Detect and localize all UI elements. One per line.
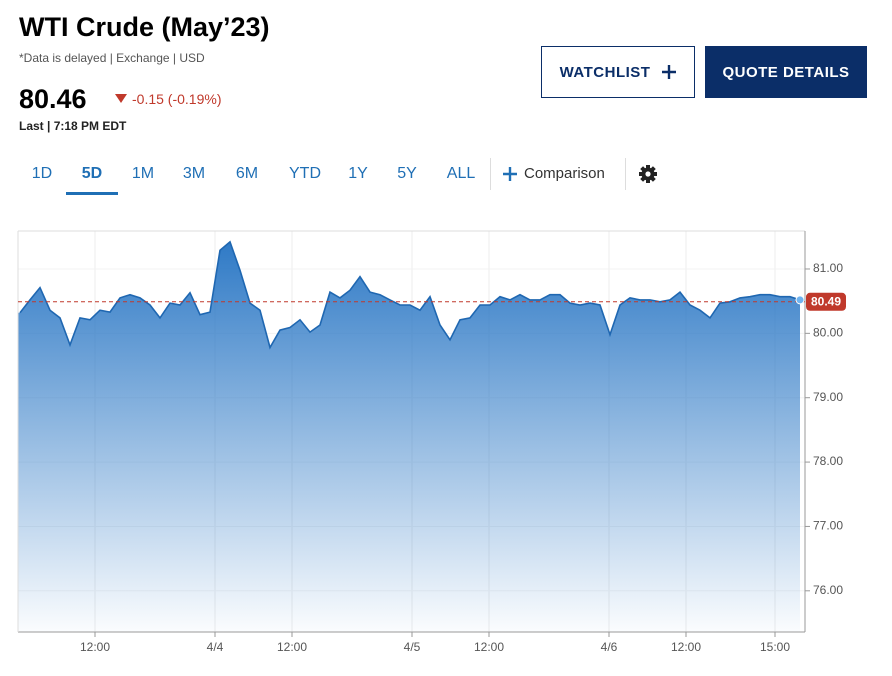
y-tick-label: 76.00 [813, 583, 843, 597]
x-tick-label: 12:00 [277, 640, 307, 654]
button-label: QUOTE DETAILS [722, 63, 850, 81]
subtitle: *Data is delayed | Exchange | USD [19, 51, 205, 65]
x-tick-label: 12:00 [474, 640, 504, 654]
x-tick-label: 12:00 [80, 640, 110, 654]
area-fill [18, 241, 800, 632]
price-change: -0.15 (-0.19%) [132, 91, 222, 107]
quote-details-button[interactable]: QUOTE DETAILS [705, 46, 867, 98]
range-tab[interactable]: 1D [31, 165, 53, 182]
divider [490, 158, 491, 190]
y-tick-label: 78.00 [813, 454, 843, 468]
comparison[interactable]: Comparison [524, 165, 605, 182]
price: 80.46 [19, 84, 87, 114]
settings-icon[interactable] [638, 164, 658, 184]
last-time: Last | 7:18 PM EDT [19, 119, 127, 133]
y-tick-label: 80.00 [813, 326, 843, 340]
button-label: WATCHLIST [559, 63, 651, 81]
range-tab[interactable]: 5Y [397, 165, 417, 182]
price-line [19, 240, 801, 350]
range-tab[interactable]: ALL [446, 165, 476, 182]
divider [625, 158, 626, 190]
plus-icon[interactable] [503, 167, 517, 181]
y-tick-label: 79.00 [813, 390, 843, 404]
x-tick-label: 15:00 [760, 640, 790, 654]
y-tick-label: 81.00 [813, 261, 843, 275]
x-tick-label: 4/5 [404, 640, 421, 654]
x-tick-label: 4/6 [601, 640, 618, 654]
range-tab[interactable]: 6M [235, 165, 259, 182]
title: WTI Crude (May’23) [19, 12, 270, 42]
reference-label: 80.49 [811, 294, 841, 308]
range-tab[interactable]: 5D [81, 165, 103, 182]
plus-icon [662, 65, 677, 79]
reference-badge [806, 292, 846, 311]
x-tick-label: 12:00 [671, 640, 701, 654]
x-tick-label: 4/4 [207, 640, 224, 654]
down-arrow [115, 94, 127, 103]
range-tab[interactable]: 1Y [348, 165, 368, 182]
range-tab[interactable]: 1M [131, 165, 155, 182]
range-tab[interactable]: 3M [182, 165, 206, 182]
watchlist-button[interactable]: WATCHLIST [541, 46, 695, 98]
y-tick-label: 77.00 [813, 519, 843, 533]
range-tab[interactable]: YTD [289, 165, 321, 182]
last-point [795, 295, 805, 305]
active-tab-underline [66, 192, 118, 195]
